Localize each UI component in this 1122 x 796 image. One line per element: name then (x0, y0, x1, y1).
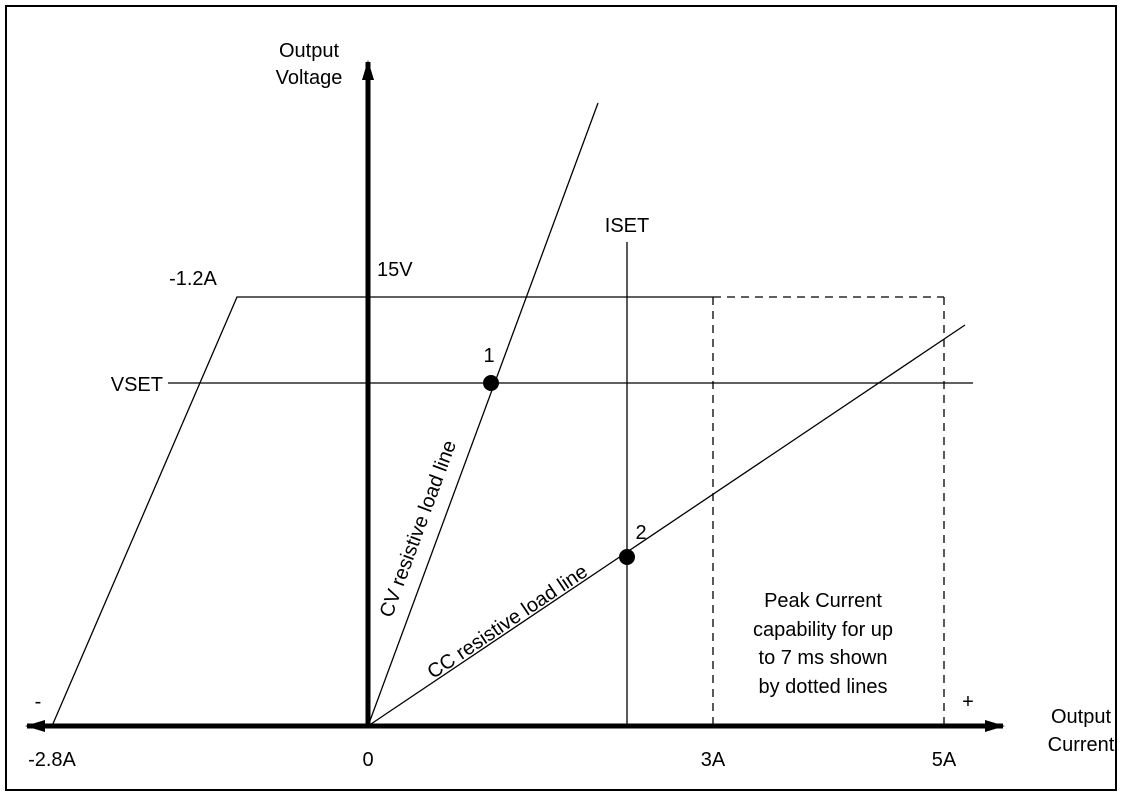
operating-point-1-marker (483, 375, 499, 391)
y-axis-label-line1: Output (279, 40, 339, 62)
operating-point-1-label: 1 (483, 345, 494, 367)
positive-sign: + (962, 691, 974, 713)
iset-label: ISET (605, 215, 649, 237)
tick-label-5a: 5A (932, 749, 957, 771)
cv-load-line-label: CV resistive load line (376, 438, 461, 621)
cc-load-line-label: CC resistive load line (424, 561, 592, 684)
tick-label-neg-2-8a: -2.8A (28, 749, 76, 771)
cv-load-line (367, 102, 599, 727)
negative-current-limit-line (51, 296, 713, 727)
x-axis-label-line1: Output (1051, 706, 1111, 728)
origin-label: 0 (362, 749, 373, 771)
diagram-border (5, 5, 1117, 791)
tick-label-3a: 3A (701, 749, 726, 771)
negative-sign: - (35, 691, 42, 713)
peak-note-line4: by dotted lines (759, 676, 888, 698)
peak-note-line1: Peak Current (764, 590, 882, 612)
y-axis-label-line2: Voltage (276, 67, 343, 89)
peak-note-line2: capability for up (753, 619, 893, 641)
operating-point-2-label: 2 (635, 522, 646, 544)
x-axis-label-line2: Current (1048, 734, 1115, 756)
operating-point-2-marker (619, 549, 635, 565)
cc-load-line (367, 324, 966, 727)
peak-note-line3: to 7 ms shown (759, 647, 888, 669)
vset-label: VSET (111, 374, 163, 396)
tick-label-neg-1-2a: -1.2A (169, 268, 217, 290)
tick-label-15v: 15V (377, 259, 413, 281)
